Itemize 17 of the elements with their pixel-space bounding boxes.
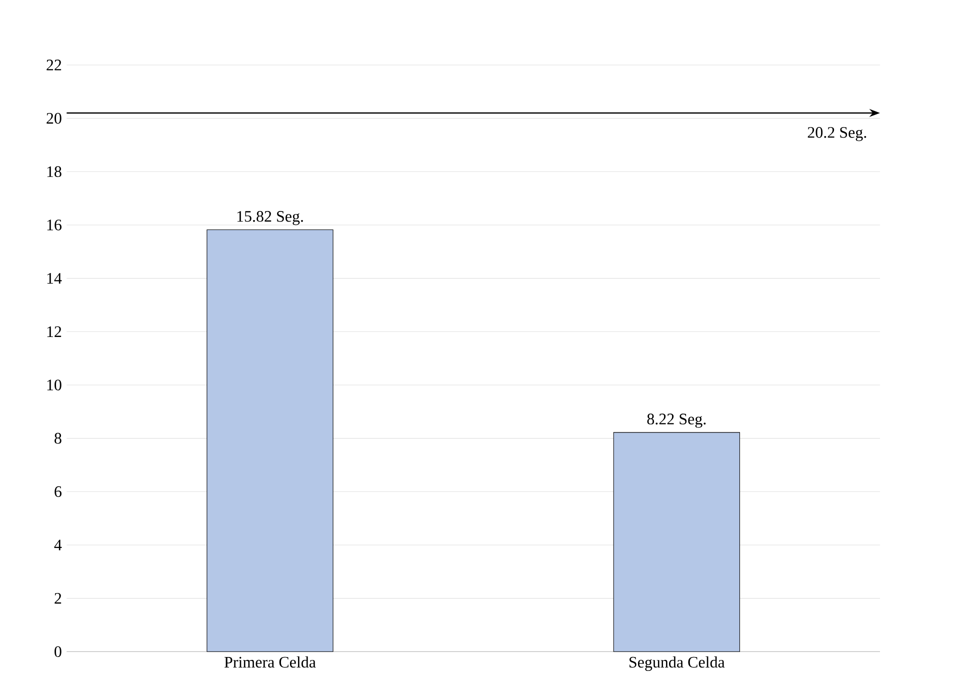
x-tick-label: Primera Celda	[224, 656, 316, 668]
legend-label: 20.2 Seg.	[808, 127, 866, 142]
y-tick-label: 0	[54, 646, 62, 658]
y-tick-label: 16	[47, 220, 62, 230]
y-tick-label: 6	[54, 486, 62, 498]
data-label: 8.22 Seg.	[647, 414, 706, 428]
y-tick-label: 4	[54, 540, 62, 550]
y-tick-label: 10	[47, 380, 62, 390]
y-tick-label: 12	[47, 326, 62, 337]
x-tick-label: Segunda Celda	[630, 656, 725, 671]
y-tick-label: 14	[47, 273, 62, 284]
y-tick-label: 20	[46, 112, 62, 124]
y-tick-label: 22	[46, 60, 62, 70]
y-tick-label: 18	[47, 166, 62, 178]
y-tick-label: 2	[54, 593, 62, 604]
data-label: 15.82 Seg.	[237, 210, 303, 226]
y-tick-label: 8	[54, 432, 62, 444]
